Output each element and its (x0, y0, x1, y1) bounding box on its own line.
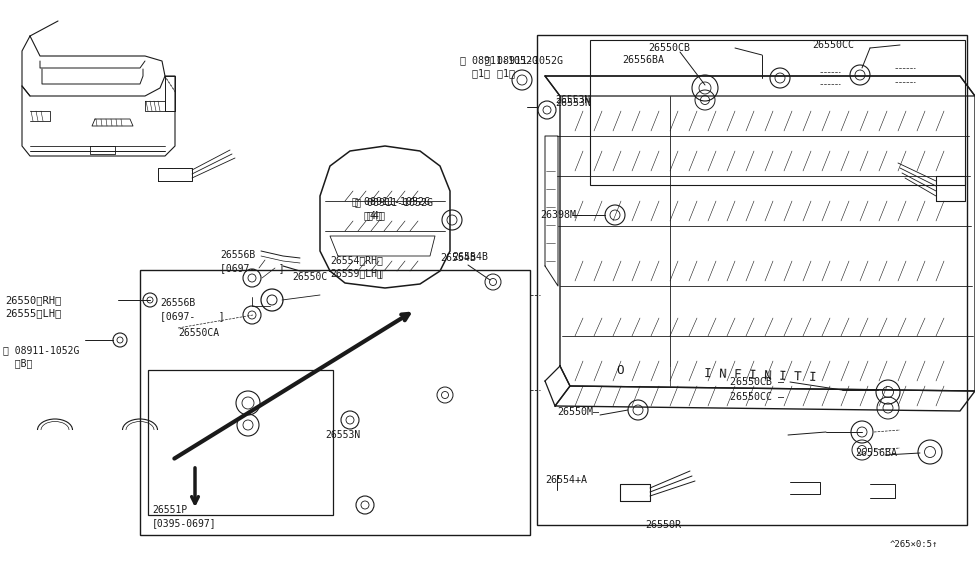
Text: 26556BA: 26556BA (855, 448, 897, 458)
Text: 26555〈LH〉: 26555〈LH〉 (5, 308, 61, 318)
Text: I N F I N I T I: I N F I N I T I (704, 367, 816, 383)
Bar (140, 270, 530, 535)
Text: 26554B: 26554B (440, 253, 476, 263)
Text: O: O (616, 363, 624, 376)
Text: 26554〈RH〉: 26554〈RH〉 (330, 255, 383, 265)
Bar (590, 40, 965, 185)
Text: 26559〈LH〉: 26559〈LH〉 (330, 268, 383, 278)
Text: 26551P: 26551P (152, 505, 187, 515)
Text: 〈B〉: 〈B〉 (3, 358, 32, 368)
Text: ⓝ 08911-1052G: ⓝ 08911-1052G (3, 345, 79, 355)
Text: ⓝ 08911-1052G: ⓝ 08911-1052G (355, 197, 433, 207)
Text: [0395-0697]: [0395-0697] (152, 518, 216, 528)
Text: ^265×0:5↑: ^265×0:5↑ (890, 540, 938, 549)
Bar (148, 370, 333, 515)
Text: 26553N: 26553N (555, 95, 590, 105)
Text: 〈4〉: 〈4〉 (355, 210, 385, 220)
Text: ⓝ 08911-1052G: ⓝ 08911-1052G (460, 55, 538, 65)
Text: 26556B: 26556B (220, 250, 255, 260)
Text: 26550C: 26550C (292, 272, 328, 282)
Text: 〈4〉: 〈4〉 (352, 210, 382, 220)
Text: 〈1〉: 〈1〉 (485, 68, 515, 78)
Text: 26550CB: 26550CB (648, 43, 690, 53)
Text: 26553N: 26553N (325, 430, 360, 440)
Bar (537, 35, 967, 525)
Text: 26556BA: 26556BA (622, 55, 664, 65)
Text: ⓝ 08911-1052G: ⓝ 08911-1052G (352, 196, 430, 206)
Text: [0697-    ]: [0697- ] (160, 311, 224, 321)
Text: 26550CC: 26550CC (812, 40, 854, 50)
Text: ⓝ 08911-1052G: ⓝ 08911-1052G (485, 55, 563, 65)
Text: [0697-    ]: [0697- ] (220, 263, 285, 273)
Text: 26550〈RH〉: 26550〈RH〉 (5, 295, 61, 305)
Text: 26550M—: 26550M— (557, 407, 599, 417)
Text: 26556B: 26556B (160, 298, 195, 308)
Text: 26554B: 26554B (452, 252, 488, 262)
Text: 〈1〉: 〈1〉 (460, 68, 490, 78)
Text: 26398M—: 26398M— (540, 210, 582, 220)
Text: 26550CC —: 26550CC — (730, 392, 784, 402)
Text: 26553N: 26553N (555, 98, 591, 108)
Text: 26554+A: 26554+A (545, 475, 587, 485)
Text: 26550CB —: 26550CB — (730, 377, 784, 387)
Text: 26550R: 26550R (645, 520, 681, 530)
Text: 26550CA: 26550CA (178, 328, 219, 338)
